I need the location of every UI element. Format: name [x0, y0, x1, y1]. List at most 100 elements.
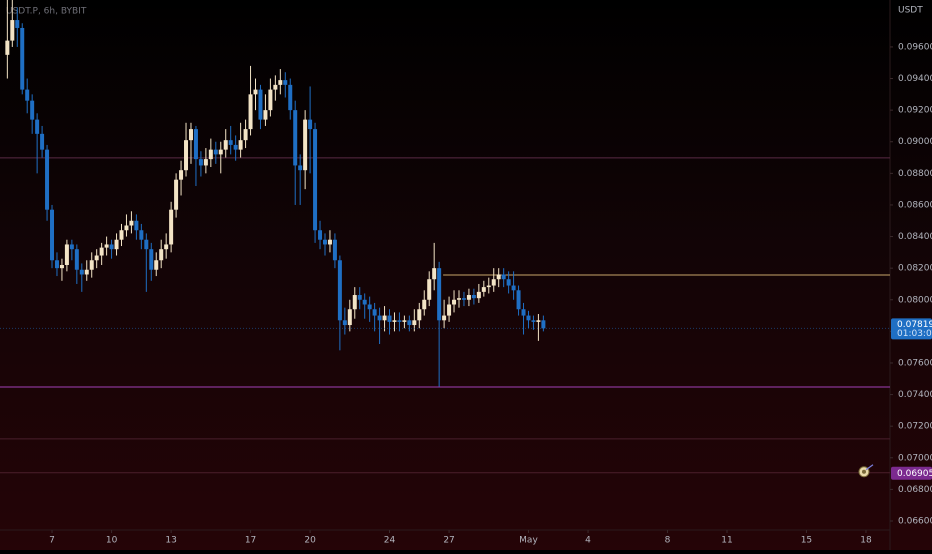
- candle-body: [213, 149, 218, 155]
- y-tick-label: 0.09400: [898, 74, 932, 84]
- candle-body: [442, 315, 447, 321]
- candle-body: [124, 225, 129, 231]
- candle-body: [109, 244, 114, 250]
- x-tick-label: 27: [443, 536, 454, 546]
- candle-body: [223, 140, 228, 150]
- candle-body: [516, 290, 521, 310]
- y-tick-label: 0.08400: [898, 232, 932, 242]
- alert-icon: [862, 469, 866, 474]
- candle-body: [298, 165, 303, 171]
- candle-body: [541, 320, 546, 329]
- candle-body: [496, 274, 501, 280]
- candle-body: [437, 268, 442, 321]
- candle-body: [293, 110, 298, 166]
- candle-body: [357, 295, 362, 300]
- candle-body: [208, 149, 213, 160]
- countdown-label: 01:03:02: [897, 329, 932, 339]
- last-price-box: [891, 318, 932, 340]
- candle-body: [322, 239, 327, 245]
- candle-body: [466, 295, 471, 300]
- candle-body: [203, 159, 208, 166]
- candle-body: [149, 249, 154, 270]
- candle-body: [526, 315, 531, 321]
- candle-body: [377, 315, 382, 321]
- candle-body: [59, 265, 64, 269]
- x-tick-label: 17: [245, 536, 256, 546]
- candle-body: [50, 209, 55, 261]
- candle-body: [447, 304, 452, 316]
- x-tick-label: 15: [801, 536, 812, 546]
- candle-body: [89, 260, 94, 270]
- candle-body: [283, 80, 288, 85]
- candle-body: [84, 269, 89, 275]
- candle-body: [10, 20, 15, 41]
- candle-body: [412, 320, 417, 326]
- candle-body: [238, 140, 243, 150]
- candle-body: [188, 129, 193, 141]
- alert-icon: [865, 464, 874, 471]
- candle-body: [104, 244, 109, 248]
- x-tick-label: May: [519, 536, 538, 546]
- y-tick-label: 0.08200: [898, 264, 932, 274]
- candle-body: [303, 119, 308, 171]
- candle-body: [456, 298, 461, 300]
- candle-body: [511, 285, 516, 291]
- candle-body: [243, 129, 248, 141]
- candle-body: [327, 239, 332, 245]
- y-tick-label: 0.08600: [898, 200, 932, 210]
- candle-body: [367, 304, 372, 310]
- candle-body: [74, 249, 79, 270]
- candle-body: [114, 239, 119, 250]
- candle-body: [15, 20, 20, 28]
- candle-body: [422, 299, 427, 310]
- candle-body: [35, 119, 40, 134]
- candle-body: [387, 315, 392, 322]
- candle-body: [486, 285, 491, 288]
- candle-body: [318, 230, 323, 240]
- candle-body: [69, 244, 74, 250]
- candle-body: [228, 140, 233, 145]
- candle-body: [159, 249, 164, 261]
- candle-body: [471, 295, 476, 299]
- candle-body: [382, 315, 387, 321]
- candle-body: [397, 320, 402, 322]
- chart-title: USDT.P, 6h, BYBIT: [6, 7, 87, 17]
- candle-body: [278, 80, 283, 85]
- candle-body: [342, 320, 347, 326]
- candle-body: [263, 110, 268, 120]
- y-tick-label: 0.06600: [898, 516, 932, 526]
- candle-body: [313, 129, 318, 231]
- candle-body: [352, 295, 357, 310]
- candle-body: [392, 320, 397, 322]
- candle-body: [179, 170, 184, 180]
- y-axis-label: USDT: [898, 6, 923, 16]
- candle-body: [64, 244, 69, 265]
- candle-body: [362, 299, 367, 305]
- y-tick-label: 0.09200: [898, 106, 932, 116]
- candle-body: [184, 140, 189, 171]
- candle-body: [198, 159, 203, 166]
- candle-body: [531, 320, 536, 322]
- x-tick-label: 11: [721, 536, 732, 546]
- x-tick-label: 13: [165, 536, 176, 546]
- x-tick-label: 24: [384, 536, 396, 546]
- candle-body: [417, 309, 422, 321]
- last-price-label: 0.07819: [897, 320, 932, 330]
- x-tick-label: 7: [49, 536, 55, 546]
- candle-body: [5, 40, 10, 55]
- y-tick-label: 0.09600: [898, 42, 932, 52]
- y-tick-label: 0.07200: [898, 422, 932, 432]
- candle-body: [536, 320, 541, 322]
- candle-body: [193, 129, 198, 160]
- candle-body: [30, 100, 35, 120]
- candle-body: [521, 309, 526, 316]
- alert-price-label: 0.06905: [897, 469, 932, 479]
- candle-body: [273, 84, 278, 90]
- alert-price-box: [891, 466, 932, 480]
- candle-body: [139, 230, 144, 240]
- x-tick-label: 20: [304, 536, 316, 546]
- candle-body: [129, 220, 134, 226]
- candle-body: [491, 279, 496, 286]
